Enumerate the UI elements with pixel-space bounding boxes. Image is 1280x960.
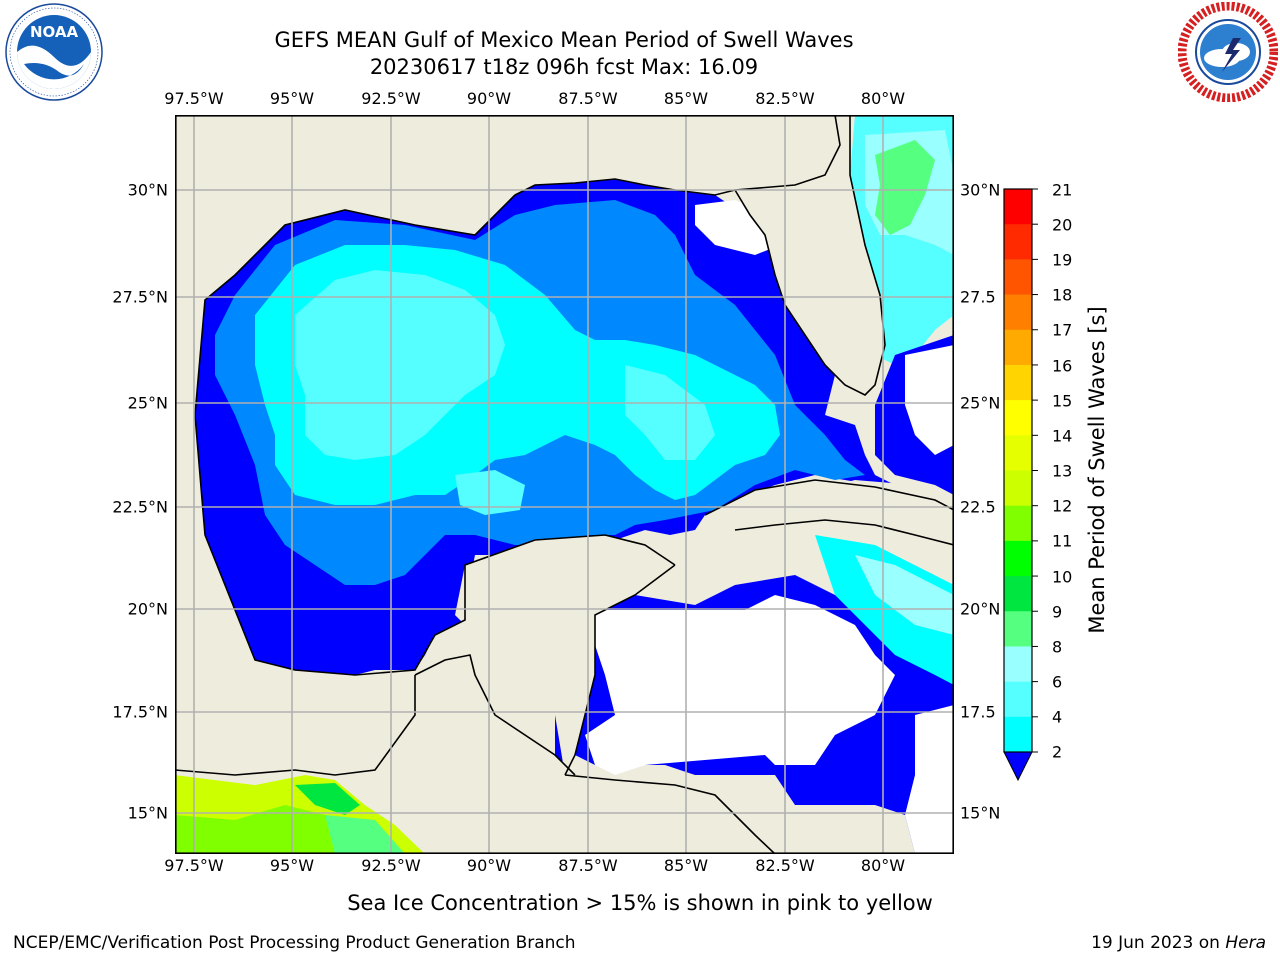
lat-tick-left: 25°N: [127, 393, 168, 413]
colorbar-tick: 8: [1052, 637, 1063, 657]
map-frame: [175, 115, 954, 854]
colorbar-swatch: [1004, 470, 1032, 507]
sea-ice-note: Sea Ice Concentration > 15% is shown in …: [0, 891, 1280, 915]
colorbar-tick: 17: [1052, 320, 1073, 340]
lat-tick-left: 15°N: [127, 803, 168, 823]
lon-tick-bottom: 97.5°W: [164, 856, 224, 875]
map-panel: [175, 115, 954, 854]
lon-tick-top: 92.5°W: [361, 89, 421, 108]
lon-tick-top: 82.5°W: [755, 89, 815, 108]
colorbar-tick: 13: [1052, 461, 1073, 481]
colorbar-tick: 2: [1052, 742, 1063, 762]
colorbar-extend-arrow: [1003, 751, 1033, 782]
colorbar-tick: 11: [1052, 531, 1073, 551]
colorbar-label: Mean Period of Swell Waves [s]: [1085, 306, 1109, 634]
lon-tick-bottom: 80°W: [860, 856, 906, 875]
lon-tick-top: 97.5°W: [164, 89, 224, 108]
colorbar-swatch: [1004, 435, 1032, 471]
lon-tick-top: 85°W: [663, 89, 709, 108]
colorbar-swatch: [1004, 329, 1032, 366]
lat-tick-left: 20°N: [127, 599, 168, 619]
colorbar-swatch: [1004, 189, 1032, 225]
lon-tick-bottom: 92.5°W: [361, 856, 421, 875]
footer-credit: NCEP/EMC/Verification Post Processing Pr…: [13, 933, 576, 953]
noaa-logo-text: NOAA: [30, 23, 79, 41]
lat-tick-left: 30°N: [127, 180, 168, 200]
lat-tick-right: 25°N: [960, 393, 1001, 413]
colorbar-swatch: [1004, 224, 1032, 260]
colorbar-swatch: [1004, 540, 1032, 577]
graticule: [175, 115, 954, 854]
colorbar-swatch: [1004, 400, 1032, 436]
lon-tick-bottom: 95°W: [269, 856, 315, 875]
gulf-swell-8-9s: [295, 270, 505, 460]
colorbar-tick: 14: [1052, 426, 1073, 446]
colorbar-tick: 19: [1052, 250, 1073, 270]
lat-tick-right: 27.5: [960, 287, 996, 307]
colorbar-swatch: [1004, 716, 1032, 753]
colorbar-tick: 18: [1052, 285, 1073, 305]
lat-tick-right: 20°N: [960, 599, 1001, 619]
colorbar-tick: 20: [1052, 215, 1073, 235]
colorbar-tick: 12: [1052, 496, 1073, 516]
yucatan-peninsula: [455, 480, 954, 775]
lon-tick-top: 95°W: [269, 89, 315, 108]
colorbar-tick: 15: [1052, 391, 1073, 411]
lon-tick-bottom: 90°W: [466, 856, 512, 875]
colorbar-tick: 9: [1052, 602, 1063, 622]
colorbar-swatch: [1004, 259, 1032, 296]
nodata-region: [585, 595, 895, 775]
nws-logo: [1178, 2, 1278, 102]
lon-tick-top: 87.5°W: [558, 89, 618, 108]
colorbar-tick: 21: [1052, 180, 1073, 200]
lon-tick-top: 90°W: [466, 89, 512, 108]
lon-tick-bottom: 85°W: [663, 856, 709, 875]
colorbar-swatch: [1004, 576, 1032, 612]
lon-tick-top: 80°W: [860, 89, 906, 108]
colorbar-tick: 6: [1052, 672, 1063, 692]
lat-tick-right: 15°N: [960, 803, 1001, 823]
footer-date: 19 Jun 2023 on Hera: [1091, 933, 1266, 953]
sea-ice-note-text: Sea Ice Concentration > 15% is shown in …: [347, 891, 933, 915]
plot-subtitle: 20230617 t18z 096h fcst Max: 16.09: [369, 55, 759, 79]
colorbar-tick: 4: [1052, 707, 1063, 727]
lat-tick-right: 22.5: [960, 497, 996, 517]
florida: [735, 115, 885, 395]
colorbar: [1003, 188, 1038, 782]
colorbar-tick: 10: [1052, 567, 1073, 587]
lon-tick-bottom: 82.5°W: [755, 856, 815, 875]
lon-tick-bottom: 87.5°W: [558, 856, 618, 875]
plot-title: GEFS MEAN Gulf of Mexico Mean Period of …: [274, 28, 854, 52]
colorbar-swatch: [1004, 611, 1032, 647]
coastlines: [175, 115, 954, 854]
noaa-logo: NOAA: [5, 3, 103, 101]
colorbar-swatch: [1004, 646, 1032, 683]
colorbar-swatch: [1004, 364, 1032, 401]
colorbar-swatch: [1004, 294, 1032, 331]
atlantic-swell-9-10s: [875, 140, 935, 235]
footer-host: Hera: [1225, 933, 1266, 953]
lat-tick-left: 22.5°N: [112, 497, 168, 517]
colorbar-swatch: [1004, 505, 1032, 542]
colorbar-tick: 16: [1052, 356, 1073, 376]
lat-tick-right: 30°N: [960, 180, 1001, 200]
lat-tick-left: 27.5°N: [112, 287, 168, 307]
colorbar-swatch: [1004, 681, 1032, 718]
lat-tick-right: 17.5: [960, 702, 996, 722]
footer-date-text: 19 Jun 2023 on: [1091, 933, 1226, 953]
lat-tick-left: 17.5°N: [112, 702, 168, 722]
